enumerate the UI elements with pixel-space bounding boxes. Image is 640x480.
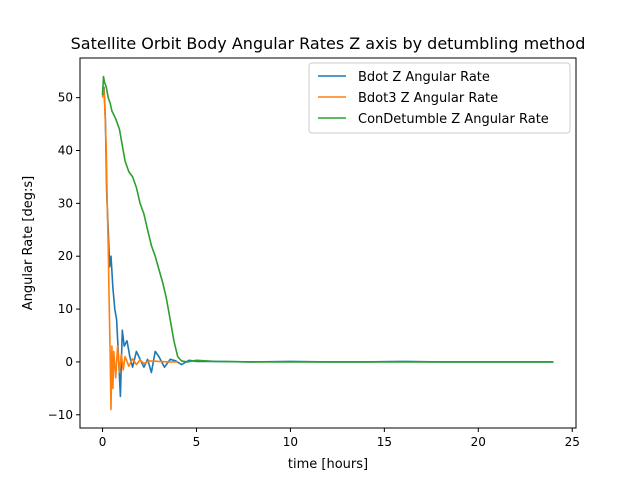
y-tick-label: 30 xyxy=(58,196,73,210)
x-tick-label: 5 xyxy=(193,435,201,449)
x-tick-label: 20 xyxy=(471,435,486,449)
y-tick-label: 10 xyxy=(58,302,73,316)
legend: Bdot Z Angular Rate Bdot3 Z Angular Rate… xyxy=(308,62,571,134)
y-tick-label: 0 xyxy=(65,355,73,369)
legend-frame xyxy=(308,62,571,134)
y-tick-label: 20 xyxy=(58,249,73,263)
series-layer xyxy=(101,75,554,411)
legend-label-bdot: Bdot Z Angular Rate xyxy=(358,70,490,85)
plot-area xyxy=(101,75,554,411)
legend-label-condetumble: ConDetumble Z Angular Rate xyxy=(358,112,549,127)
y-tick-label: −10 xyxy=(48,408,73,422)
series-line-bdot3 xyxy=(101,86,178,411)
series-line-condetumble xyxy=(101,75,554,363)
axes-layer: 0 5 10 15 20 25 −10 0 10 20 30 40 50 xyxy=(48,91,580,449)
legend-label-bdot3: Bdot3 Z Angular Rate xyxy=(358,91,498,106)
y-tick-label: 40 xyxy=(58,144,73,158)
x-axis-label: time [hours] xyxy=(288,457,368,472)
y-axis-label: Angular Rate [deg:s] xyxy=(21,176,36,310)
x-tick-label: 15 xyxy=(377,435,392,449)
x-tick-label: 25 xyxy=(565,435,580,449)
chart-title: Satellite Orbit Body Angular Rates Z axi… xyxy=(71,34,586,53)
x-tick-label: 0 xyxy=(99,435,107,449)
plot-frame xyxy=(79,57,577,429)
x-tick-label: 10 xyxy=(283,435,298,449)
y-tick-label: 50 xyxy=(58,91,73,105)
